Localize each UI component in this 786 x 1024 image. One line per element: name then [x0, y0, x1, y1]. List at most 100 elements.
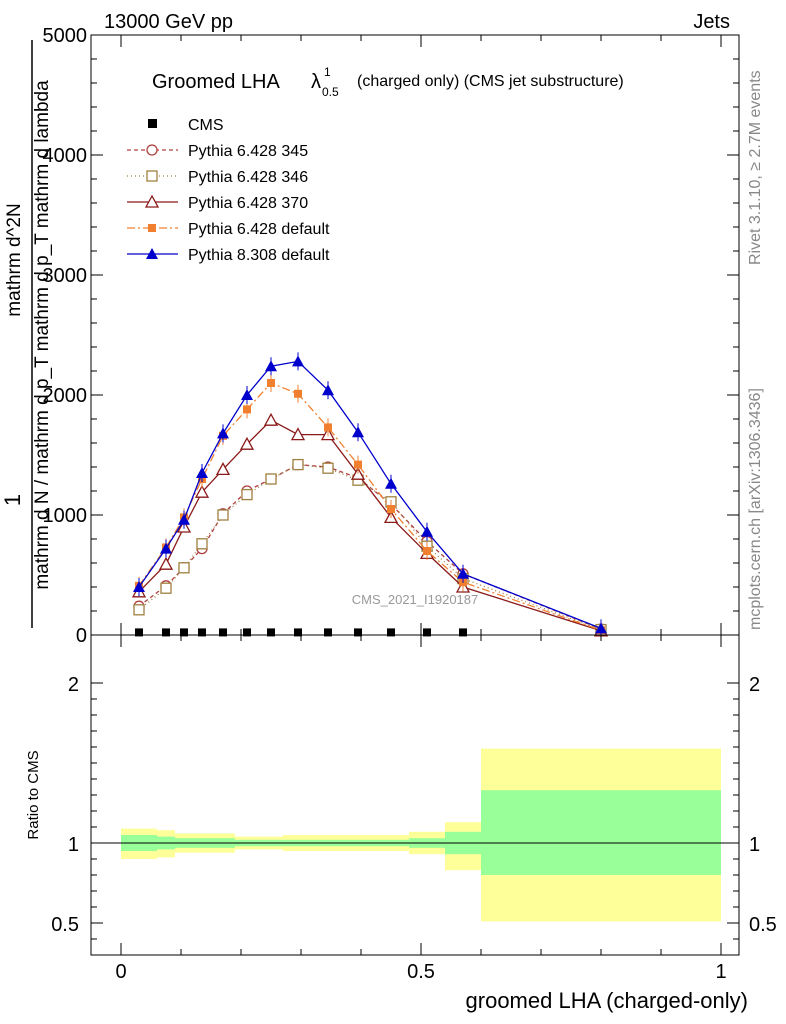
y-axis-label: 1 mathrm d^2N mathrm d N / mathrm d p_T …	[0, 40, 53, 628]
x-tick-label: 0	[115, 961, 126, 983]
cms-data-points	[135, 628, 467, 637]
y-tick-label: 3000	[43, 265, 88, 287]
series-point	[217, 509, 229, 521]
ratio-uncertainty-bands	[121, 748, 721, 922]
legend-marker	[144, 194, 160, 208]
series-line	[138, 382, 602, 631]
x-tick-label: 0.5	[407, 961, 435, 983]
category-label: Jets	[693, 11, 730, 33]
series-point	[241, 488, 253, 501]
series-point	[352, 426, 364, 438]
series-point	[265, 473, 277, 485]
series-point	[243, 405, 251, 414]
series-point	[457, 567, 469, 579]
y-axis-label-main: mathrm d N / mathrm d p_T mathrm d p_T m…	[32, 80, 53, 590]
series-point	[160, 542, 172, 554]
series-point	[423, 547, 431, 555]
plot-title-sub: 0.5	[322, 85, 339, 99]
series-point	[292, 355, 304, 367]
legend: CMS Pythia 6.428 345 Pythia 6.428 346 Pyth…	[127, 117, 330, 264]
series-point	[215, 462, 231, 476]
plot-title-sup: 1	[324, 65, 331, 79]
series-point	[217, 427, 229, 439]
y-axis-label-top: 1	[0, 494, 25, 506]
ratio-axis-ticks: 0.5 0.5 1 1 2 2	[51, 635, 777, 955]
ratio-tick-label-right: 2	[749, 674, 760, 696]
legend-entry-1: Pythia 6.428 345	[127, 143, 308, 160]
plot-title: Groomed LHA λ 1 0.5 (charged only) (CMS …	[152, 65, 624, 99]
legend-marker	[146, 144, 158, 156]
y-tick-label: 2000	[43, 385, 88, 407]
series-point	[350, 466, 366, 480]
legend-label: Pythia 6.428 370	[188, 195, 308, 212]
ratio-tick-label-right: 0.5	[749, 914, 777, 936]
series-point	[322, 384, 334, 396]
legend-label: Pythia 8.308 default	[188, 247, 330, 264]
ratio-tick-label-right: 1	[749, 834, 760, 856]
cms-point	[135, 628, 143, 637]
legend-marker	[148, 224, 156, 232]
legend-marker-cms	[148, 119, 157, 128]
ratio-y-axis-label: Ratio to CMS	[25, 750, 42, 839]
y-axis-label-numerator: mathrm d^2N	[4, 203, 25, 316]
legend-entry-4: Pythia 6.428 default	[127, 221, 330, 238]
series-point	[267, 379, 275, 387]
y-tick-label: 4000	[43, 145, 88, 167]
series-point	[133, 581, 145, 592]
ratio-tick-label-left: 0.5	[51, 914, 79, 936]
series-point	[265, 360, 277, 372]
series-point	[263, 412, 279, 426]
series-point	[196, 467, 208, 478]
legend-entry-2: Pythia 6.428 346	[127, 169, 308, 186]
legend-label-cms: CMS	[188, 117, 224, 134]
x-tick-label: 1	[715, 961, 726, 983]
legend-label: Pythia 6.428 345	[188, 143, 308, 160]
series-2	[133, 458, 607, 636]
legend-marker	[146, 170, 158, 182]
series-point	[194, 484, 210, 498]
x-axis-label: groomed LHA (charged-only)	[466, 988, 748, 1013]
series-point	[290, 427, 306, 441]
main-series-group	[131, 352, 609, 640]
series-point	[241, 389, 253, 400]
main-axis-ticks: 0 1000 2000 3000 4000 5000	[43, 25, 739, 647]
series-point	[324, 423, 332, 432]
cms-point	[198, 628, 206, 637]
x-axis-ticks: 0 0.5 1	[115, 961, 726, 983]
legend-label: Pythia 6.428 346	[188, 169, 308, 186]
energy-label: 13000 GeV pp	[104, 11, 233, 33]
cms-point	[324, 628, 332, 637]
rivet-version-label: Rivet 3.1.10, ≥ 2.7M events	[747, 70, 764, 265]
series-point	[595, 622, 607, 634]
series-point	[387, 505, 395, 513]
series-point	[239, 436, 255, 450]
plot-title-suffix: (charged only) (CMS jet substructure)	[357, 73, 624, 90]
plot-title-lambda: λ	[311, 71, 321, 93]
ratio-inner-band	[481, 790, 721, 875]
cms-point	[459, 628, 467, 637]
cms-point	[387, 628, 395, 637]
series-point	[158, 556, 174, 570]
series-point	[196, 538, 208, 550]
plot-title-text: Groomed LHA	[152, 71, 280, 93]
y-tick-label: 0	[76, 625, 87, 647]
cms-point	[354, 628, 362, 637]
legend-label: Pythia 6.428 default	[188, 221, 330, 238]
legend-marker	[146, 248, 158, 259]
series-point	[322, 462, 334, 474]
series-5	[133, 352, 607, 638]
legend-entry-5: Pythia 8.308 default	[127, 247, 330, 264]
cms-point	[219, 628, 227, 637]
series-point	[354, 460, 362, 469]
cms-point	[267, 628, 275, 637]
cms-point	[294, 628, 302, 637]
mcplots-label: mcplots.cern.ch [arXiv:1306.3436]	[747, 388, 764, 630]
cms-point	[180, 628, 188, 637]
y-tick-label: 5000	[43, 25, 88, 47]
legend-entry-cms: CMS	[148, 117, 224, 134]
series-point	[178, 562, 190, 574]
series-point	[292, 458, 304, 471]
series-point	[160, 582, 172, 594]
legend-entry-3: Pythia 6.428 370	[127, 194, 308, 212]
